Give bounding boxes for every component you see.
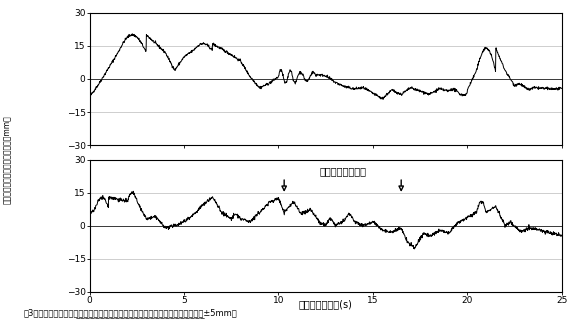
Text: ハンチングが発生: ハンチングが発生	[319, 166, 366, 176]
Text: 図3　レーザを使って耕うんしたときの作業機の昇降動作（レーザ受光器の感度±5mm）: 図3 レーザを使って耕うんしたときの作業機の昇降動作（レーザ受光器の感度±5mm…	[23, 308, 237, 317]
Text: 横軸：経過時間(s): 横軸：経過時間(s)	[298, 299, 353, 309]
Text: 上：複合型耕うん装置を使用、下：通常のロータリを使用: 上：複合型耕うん装置を使用、下：通常のロータリを使用	[75, 317, 206, 319]
Text: 縦軸：ロアリンクの上下移動量（mm）: 縦軸：ロアリンクの上下移動量（mm）	[3, 115, 12, 204]
